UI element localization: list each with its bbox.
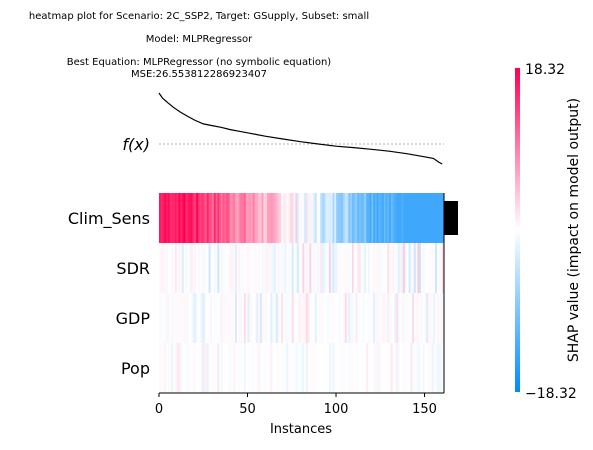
x-tick-label: 50: [239, 402, 256, 417]
feature-label-sdr: SDR: [116, 259, 150, 278]
fx-panel: f(x): [122, 93, 444, 164]
fx-label: f(x): [122, 135, 150, 154]
chart-title-line-1: heatmap plot for Scenario: 2C_SSP2, Targ…: [29, 11, 369, 22]
chart-title-line-4: MSE:26.553812286923407: [131, 69, 267, 80]
colorbar: [515, 68, 520, 392]
fx-curve: [159, 93, 442, 164]
feature-importance-bars: [444, 201, 458, 385]
heatmap-row-labels: Clim_Sens SDR GDP Pop: [68, 209, 150, 378]
feature-label-gdp: GDP: [116, 309, 151, 328]
importance-bar-clim-sens: [444, 201, 458, 235]
colorbar-min-label: −18.32: [525, 386, 577, 402]
chart-title-line-3: Best Equation: MLPRegressor (no symbolic…: [67, 57, 331, 68]
heatmap-cells: [159, 193, 444, 393]
feature-label-pop: Pop: [121, 359, 150, 378]
x-tick-label: 100: [324, 402, 349, 417]
chart-title-line-2: Model: MLPRegressor: [146, 34, 253, 45]
x-tick-label: 0: [155, 402, 163, 417]
colorbar-max-label: 18.32: [525, 62, 565, 78]
x-axis-label: Instances: [270, 422, 332, 437]
x-tick-label: 150: [412, 402, 437, 417]
colorbar-label: SHAP value (impact on model output): [566, 98, 582, 362]
x-axis-ticks: 0 50 100 150: [155, 393, 437, 417]
feature-label-clim-sens: Clim_Sens: [68, 209, 150, 229]
